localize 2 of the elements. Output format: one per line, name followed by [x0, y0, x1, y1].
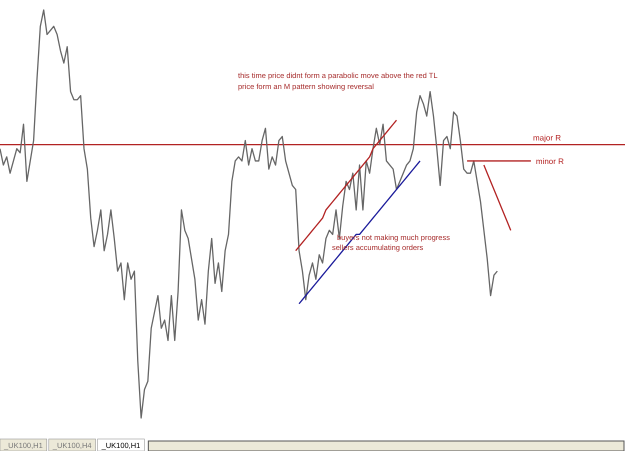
ref-line-label: major R [533, 134, 562, 143]
series-label: minor R [536, 156, 564, 166]
